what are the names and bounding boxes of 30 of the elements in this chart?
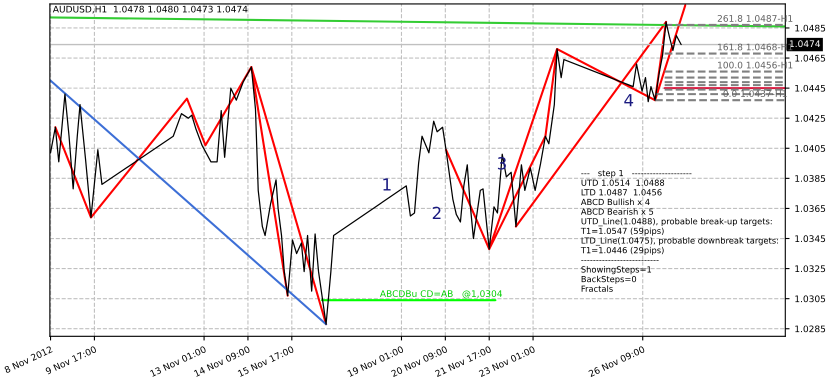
annotation: BackSteps=0 — [582, 276, 636, 284]
annotation: UTD_Line(1.0488), probable break-up targets: — [582, 218, 772, 226]
y-tick-label: 1.0285 — [795, 325, 826, 332]
annotation: ABCDBu CD=AB @1,0304 — [380, 290, 502, 298]
annotation: T1=1.0446 (29pips) — [580, 246, 664, 255]
annotation: --- step 1 -------------------- — [581, 170, 692, 178]
chart-title: AUDUSD,H1 1.0478 1.0480 1.0473 1.0474 — [52, 6, 248, 14]
annotation: Fractals — [582, 285, 613, 292]
y-tick-label: 1.0465 — [795, 54, 826, 62]
annotation: T1=1.0547 (59pips) — [580, 228, 664, 236]
ref-line-label: 1.0474 — [790, 40, 820, 48]
annotation: 1 — [383, 178, 391, 190]
y-tick-label: 1.0485 — [795, 24, 826, 32]
annotation: LTD_Line(1.0475), probable downbreak targets: — [582, 237, 778, 246]
y-tick-label: 1.0325 — [795, 265, 826, 272]
annotation: -------------------------- — [581, 260, 659, 261]
y-tick-label: 1.0385 — [795, 175, 826, 182]
y-tick-label: 1.0405 — [795, 145, 826, 152]
annotation: ABCD Bearish x 5 — [580, 208, 654, 215]
y-tick-label: 1.0445 — [795, 84, 826, 92]
annotation: LTD 1.0487 1.0456 — [582, 189, 662, 196]
annotation: 4 — [624, 94, 634, 106]
y-tick-label: 1.0305 — [795, 295, 826, 302]
y-tick-label: 1.0425 — [795, 114, 826, 122]
annotation: ShowingSteps=1 — [581, 266, 652, 274]
y-tick-label: 1.0365 — [795, 205, 826, 212]
y-tick-label: 1.0345 — [795, 235, 826, 242]
annotation: ABCD Bullish x 4 — [580, 198, 650, 206]
annotation: 2 — [432, 206, 440, 220]
annotation: UTD 1.0514 1.0488 — [582, 180, 664, 186]
